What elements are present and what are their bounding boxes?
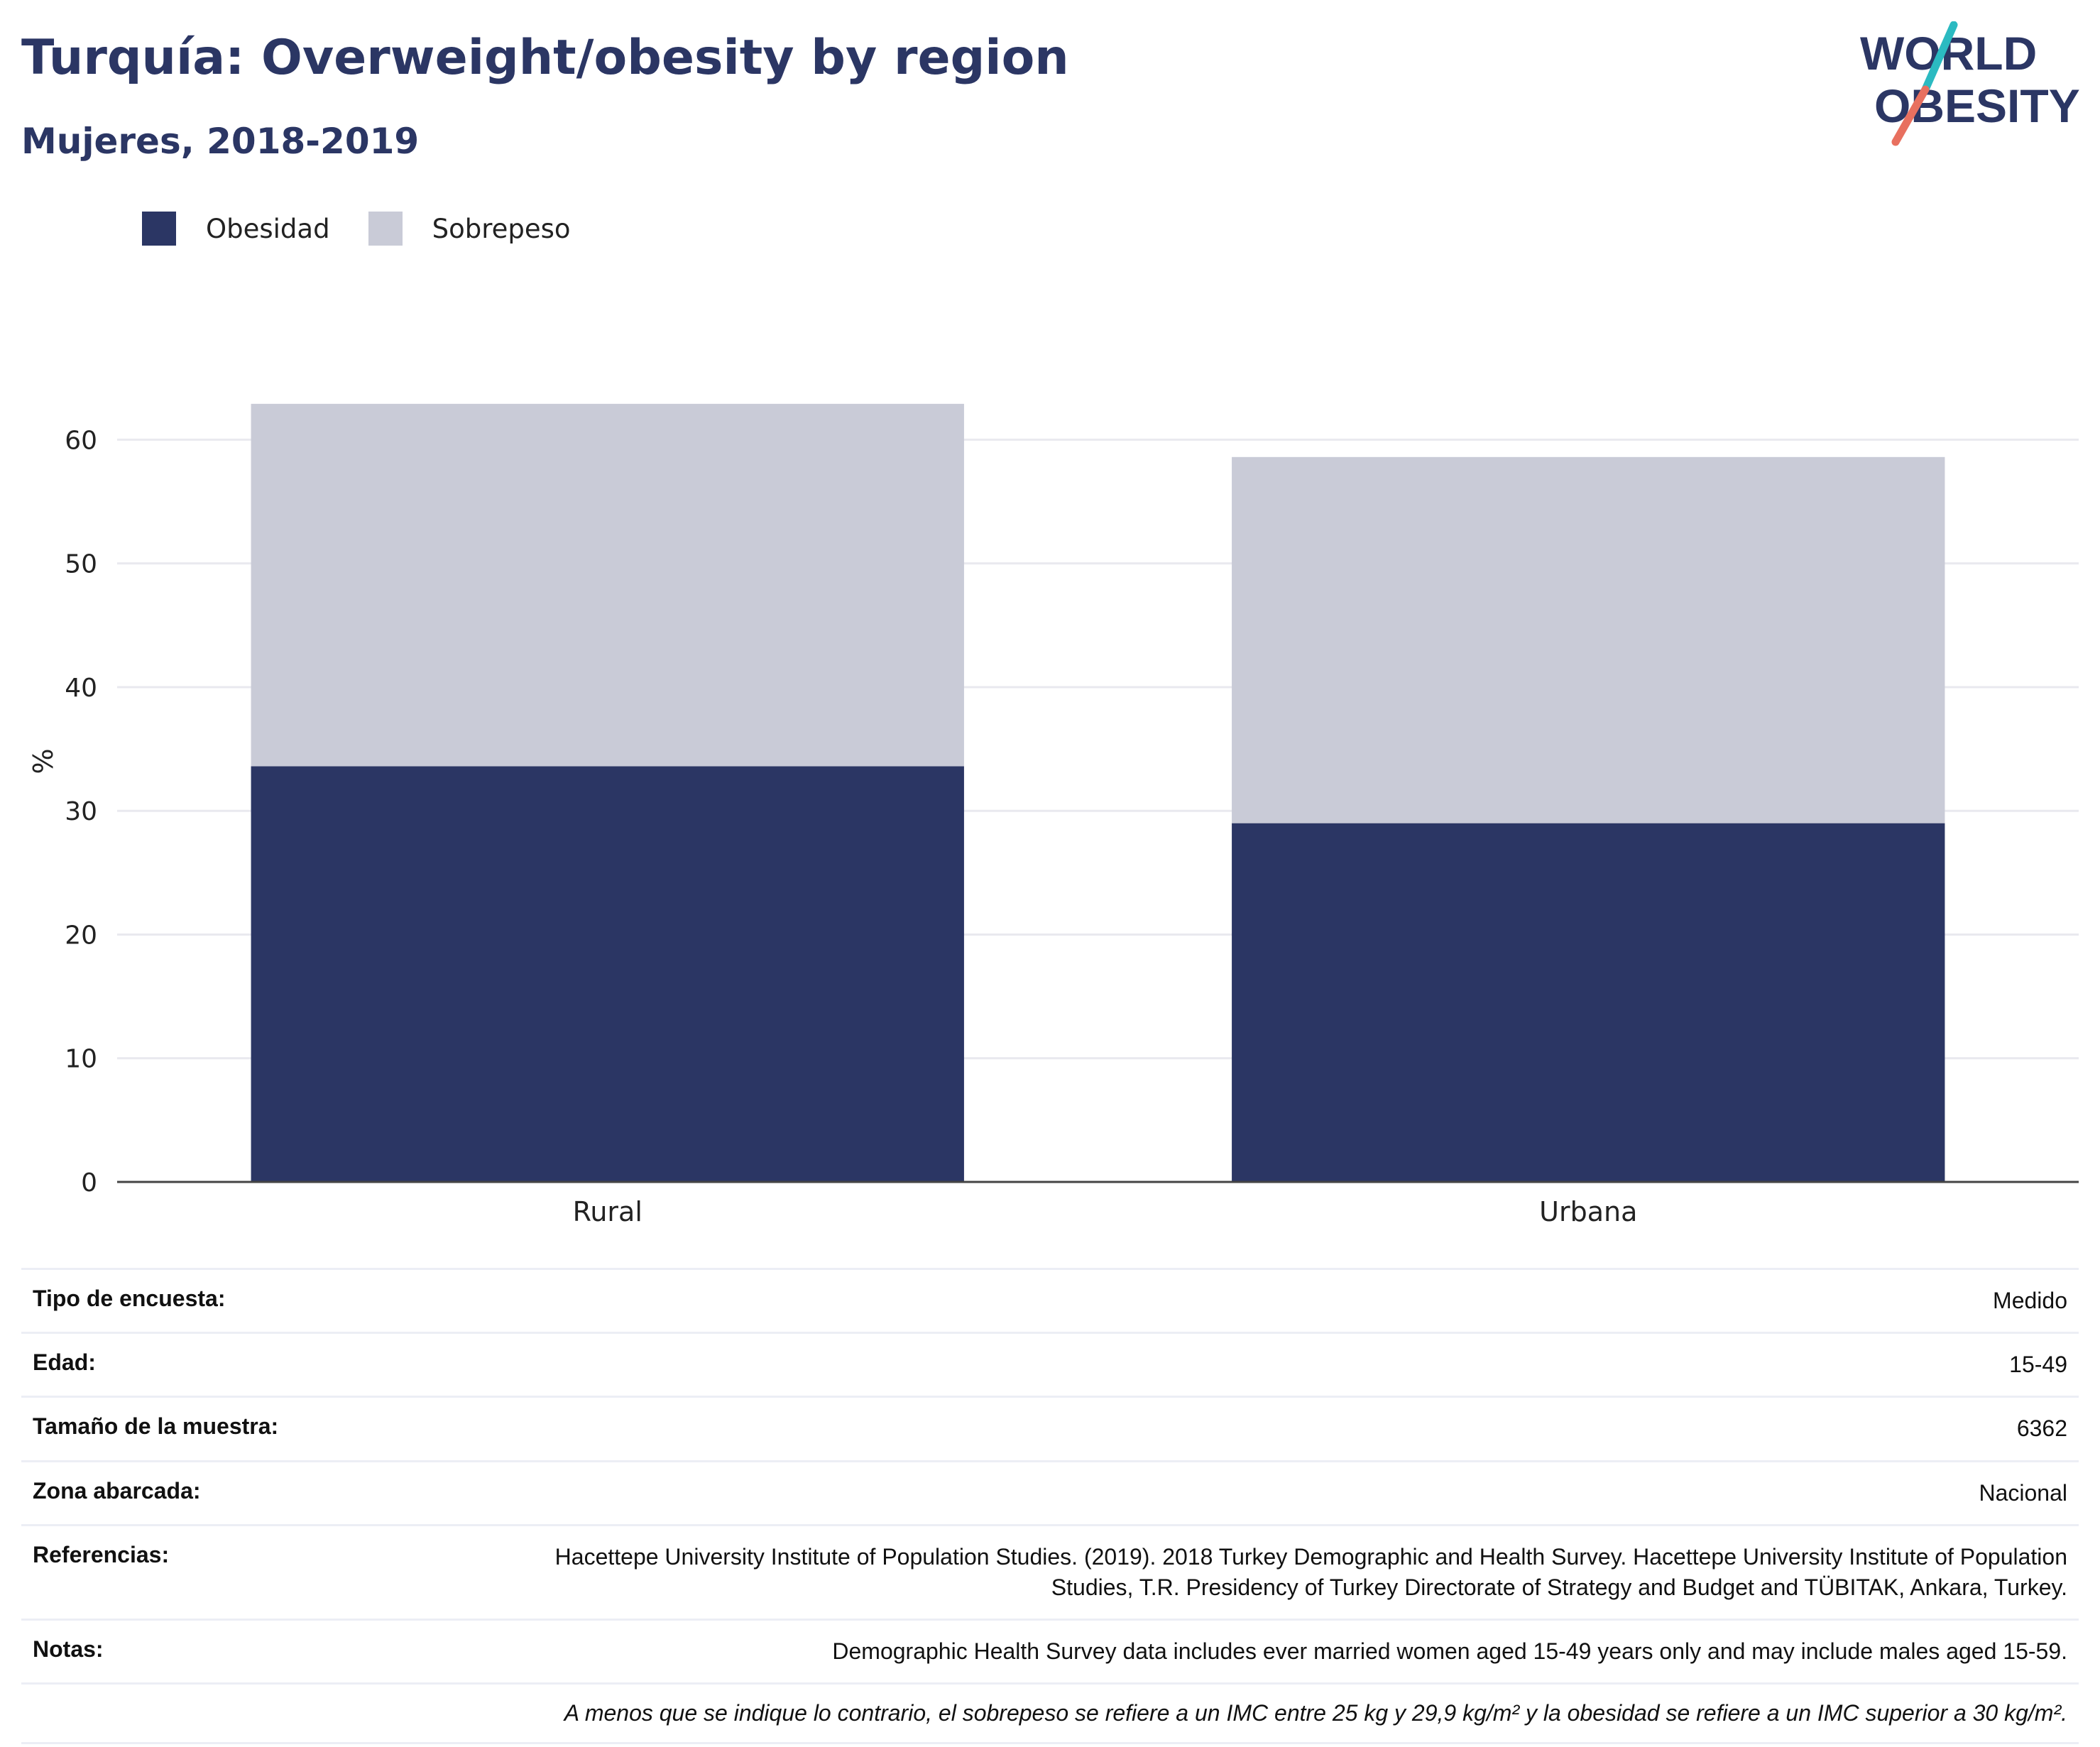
survey-info-table: Tipo de encuesta: Medido Edad: 15-49 Tam… [21,1267,2079,1745]
info-row-survey-type: Tipo de encuesta: Medido [21,1267,2079,1333]
bar-obesidad-rural [251,766,964,1182]
legend-swatch-obesidad [142,212,176,246]
info-value: Demographic Health Survey data includes … [470,1619,2079,1684]
info-label: Edad: [21,1332,470,1397]
y-tick-label: 10 [65,1045,97,1074]
bar-obesidad-urbana [1232,823,1945,1182]
y-tick-label: 20 [65,921,97,950]
info-label: Zona abarcada: [21,1460,470,1526]
info-row-sample-size: Tamaño de la muestra: 6362 [21,1396,2079,1462]
info-row-age: Edad: 15-49 [21,1332,2079,1397]
x-tick-label: Urbana [1539,1196,1637,1227]
y-tick-label: 30 [65,797,97,826]
bar-sobrepeso-rural [251,403,964,767]
bar-sobrepeso-urbana [1232,456,1945,823]
info-value: Hacettepe University Institute of Popula… [470,1523,2079,1620]
info-label: Tipo de encuesta: [21,1267,470,1333]
info-row-coverage: Zona abarcada: Nacional [21,1460,2079,1526]
info-row-footnote: A menos que se indique lo contrario, el … [21,1682,2079,1745]
info-value: 6362 [470,1396,2079,1462]
chart-legend: Obesidad Sobrepeso [142,212,609,246]
chart-title: Turquía: Overweight/obesity by region [21,30,1069,86]
info-value: Medido [470,1267,2079,1333]
info-value: Nacional [470,1460,2079,1526]
info-value: 15-49 [470,1332,2079,1397]
world-obesity-logo: WORLD OBESITY [1860,21,2080,146]
info-label: Notas: [21,1619,470,1684]
info-label: Tamaño de la muestra: [21,1396,470,1462]
logo-slash-bottom [1891,85,1930,146]
y-tick-label: 50 [65,550,97,579]
info-label: Referencias: [21,1523,470,1620]
legend-item-sobrepeso[interactable]: Sobrepeso [368,212,571,246]
legend-swatch-sobrepeso [368,212,403,246]
y-tick-label: 0 [81,1168,97,1198]
legend-item-obesidad[interactable]: Obesidad [142,212,330,246]
y-tick-label: 60 [65,426,97,455]
info-row-notes: Notas: Demographic Health Survey data in… [21,1619,2079,1684]
info-row-references: Referencias: Hacettepe University Instit… [21,1523,2079,1620]
chart-subtitle: Mujeres, 2018-2019 [21,121,420,162]
legend-label-obesidad: Obesidad [206,213,330,244]
bar-chart: 0 10 20 30 40 50 60% Rural Urbana [28,403,2079,1227]
legend-label-sobrepeso: Sobrepeso [432,213,571,244]
logo-slash-top [1921,21,1958,94]
footnote: A menos que se indique lo contrario, el … [21,1682,2079,1745]
y-axis-label: % [28,748,59,774]
x-tick-label: Rural [573,1196,642,1227]
y-tick-label: 40 [65,674,97,703]
